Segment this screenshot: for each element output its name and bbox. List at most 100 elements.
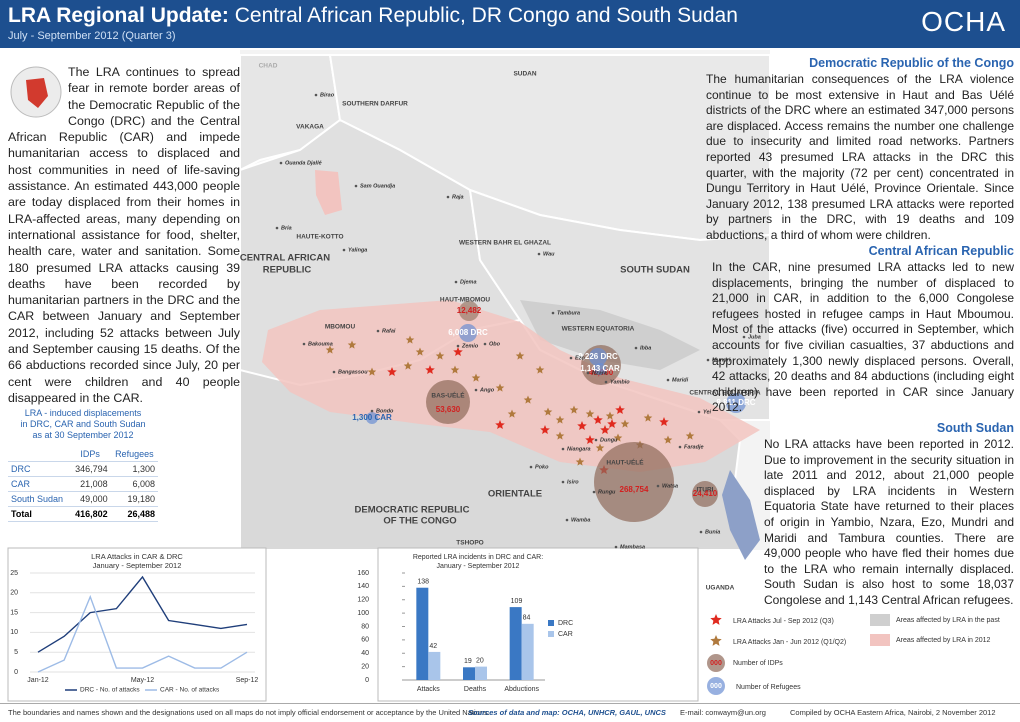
- place-label: Isiro: [567, 479, 579, 485]
- legend-label: LRA Attacks Jan - Jun 2012 (Q1/Q2): [733, 639, 846, 646]
- place-label: Maridi: [672, 377, 689, 383]
- incident-symbol: [347, 340, 357, 349]
- y-tick-label: 120: [357, 597, 369, 604]
- place-label: Ibba: [640, 345, 651, 351]
- row-label: South Sudan: [8, 491, 70, 507]
- header: LRA Regional Update: Central African Rep…: [0, 0, 1020, 48]
- section: South Sudan No LRA attacks have been repo…: [764, 421, 1014, 609]
- incident-symbol: [607, 419, 617, 428]
- region-label: BAS-UÉLÉ: [431, 391, 465, 400]
- bubble-label: 6,008 DRC: [448, 328, 488, 337]
- bubble-label: 9,226 DRC: [578, 352, 618, 361]
- legend-swatch: [870, 614, 890, 626]
- place-dot: [561, 480, 565, 484]
- table-row: CAR 21,008 6,008: [8, 476, 158, 492]
- section-text: The humanitarian consequences of the LRA…: [706, 72, 1014, 242]
- lake-albert: [722, 470, 760, 560]
- past-affected-area: [520, 300, 700, 370]
- bar: [521, 623, 534, 680]
- incident-symbol: [535, 365, 545, 374]
- place-dot: [537, 252, 541, 256]
- place-dot: [742, 335, 746, 339]
- legend-label: Number of IDPs: [733, 660, 783, 667]
- table: IDPs Refugees DRC 346,794 1,300 CAR 21,008 6,00…: [8, 447, 158, 522]
- incident-symbol: [523, 395, 533, 404]
- locator-highlight: [26, 78, 48, 108]
- place-label: Bria: [281, 225, 292, 231]
- place-label: Niangara: [567, 446, 591, 452]
- bar: [475, 666, 487, 680]
- region-label: HAUT-UÉLÉ: [606, 458, 644, 467]
- row-label: Total: [8, 506, 70, 522]
- place-label: Zemio: [461, 343, 479, 349]
- subtitle: July - September 2012 (Quarter 3): [8, 30, 176, 42]
- incident-symbol: [495, 383, 505, 392]
- place-label: Ouanda Djallé: [285, 160, 322, 166]
- place-dot: [376, 329, 380, 333]
- incident-symbol: [325, 345, 335, 354]
- place-dot: [561, 447, 565, 451]
- y-tick-label: 160: [357, 570, 369, 577]
- chart-subtitle: January - September 2012: [437, 563, 520, 570]
- place-label: Bunia: [705, 529, 720, 535]
- bubble: [594, 363, 606, 375]
- place-label: Dungu: [600, 437, 618, 443]
- place-dot: [594, 438, 598, 442]
- table-title: LRA - induced displacements: [24, 408, 142, 418]
- displacement-table: LRA - induced displacements in DRC, CAR …: [8, 408, 158, 522]
- place-dot: [678, 445, 682, 449]
- place-label: Tambura: [557, 310, 580, 316]
- x-tick-label: May-12: [131, 677, 154, 684]
- y-tick-label: 0: [365, 677, 369, 684]
- y-tick-label: 15: [10, 609, 18, 616]
- incident-symbol: [507, 409, 517, 418]
- incident-symbol: [575, 457, 585, 466]
- legend-bubble: [707, 677, 725, 695]
- place-dot: [454, 280, 458, 284]
- intro-text: The LRA continues to spread fear in remo…: [8, 65, 240, 405]
- incident-symbol: [450, 365, 460, 374]
- row-label: DRC: [8, 461, 70, 477]
- incident-symbol: [453, 347, 463, 356]
- place-label: Poko: [535, 464, 549, 470]
- bubble: [692, 481, 718, 507]
- region-label: MBOMOU: [325, 324, 356, 331]
- place-dot: [354, 184, 358, 188]
- incident-symbol: [540, 425, 550, 434]
- place-dot: [565, 518, 569, 522]
- incident-symbol: [593, 415, 603, 424]
- value-label: 42: [429, 643, 437, 650]
- y-tick-label: 140: [357, 583, 369, 590]
- place-label: Watsa: [662, 483, 678, 489]
- section: Central African Republic In the CAR, nine…: [712, 244, 1014, 416]
- incident-symbol: [685, 431, 695, 440]
- region-label: UGANDA: [706, 585, 735, 592]
- legend-swatch: [548, 631, 554, 637]
- bubble: [726, 393, 746, 413]
- region-label: CENTRAL EQUATORIA: [689, 390, 760, 397]
- table-cell: 416,802: [69, 506, 111, 522]
- place-label: Yambio: [610, 379, 630, 385]
- table-corner: [8, 447, 70, 462]
- place-label: Wau: [543, 251, 555, 257]
- y-tick-label: 80: [361, 623, 369, 630]
- place-dot: [332, 370, 336, 374]
- place-label: Bangassou: [338, 369, 368, 375]
- bubble-label: 1,300 CAR: [352, 413, 392, 422]
- locator-space: [8, 64, 64, 122]
- table-body: IDPs Refugees DRC 346,794 1,300 CAR 21,008 6,00…: [8, 447, 158, 522]
- title: LRA Regional Update: Central African Rep…: [8, 4, 738, 28]
- region-label: WESTERN BAHR EL GHAZAL: [459, 240, 551, 247]
- legend-bubble: [707, 654, 725, 672]
- bubble: [459, 301, 479, 321]
- legend-label: Number of Refugees: [736, 684, 801, 691]
- incident-symbol: [600, 425, 610, 434]
- place-dot: [529, 465, 533, 469]
- incident-symbol: [435, 351, 445, 360]
- incident-symbol: [471, 373, 481, 382]
- table-cell: 49,000: [69, 491, 111, 507]
- place-label: Sam Ouandja: [360, 183, 395, 189]
- place-label: Yalinga: [348, 247, 367, 253]
- place-dot: [302, 342, 306, 346]
